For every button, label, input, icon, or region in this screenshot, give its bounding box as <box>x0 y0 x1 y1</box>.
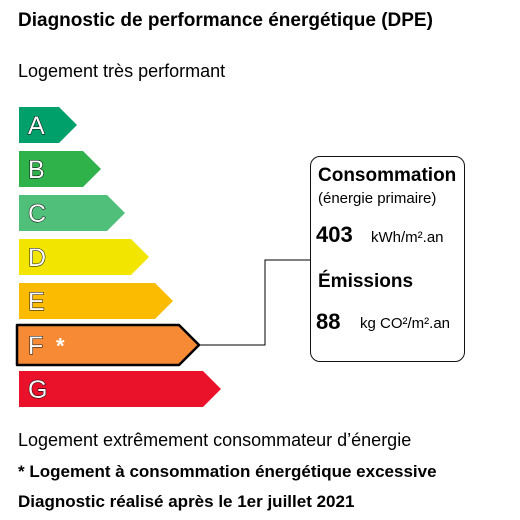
consumption-value: 403 <box>316 222 353 247</box>
emissions-title: Émissions <box>318 271 414 292</box>
energy-class-letter: G <box>28 376 47 404</box>
consumption-subtitle: (énergie primaire) <box>318 190 437 207</box>
energy-class-arrow <box>19 371 221 407</box>
top-scale-label: Logement très performant <box>18 61 226 81</box>
energy-class-letter: B <box>28 156 45 184</box>
diagnostic-date: Diagnostic réalisé après le 1er juillet … <box>18 492 355 511</box>
energy-class-letter: E <box>28 288 45 316</box>
energy-class-b: B <box>19 151 101 187</box>
energy-class-arrow <box>19 195 125 231</box>
energy-class-a: A <box>19 107 77 143</box>
consumption-unit: kWh/m².an <box>371 229 444 246</box>
energy-class-arrow <box>15 323 201 367</box>
bottom-scale-label: Logement extrêmement consommateur d’éner… <box>18 430 412 450</box>
page-title: Diagnostic de performance énergétique (D… <box>18 10 433 31</box>
energy-class-g: G <box>19 371 221 407</box>
energy-class-arrow <box>19 239 149 275</box>
energy-class-letter: F <box>28 332 43 360</box>
energy-class-arrow <box>19 151 101 187</box>
emissions-value: 88 <box>316 309 341 334</box>
energy-class-letter: A <box>28 112 45 140</box>
energy-class-d: D <box>19 239 149 275</box>
excessive-consumption-marker: * <box>56 334 65 359</box>
connector-line <box>198 259 310 346</box>
energy-class-c: C <box>19 195 125 231</box>
energy-class-f: F * <box>15 323 201 367</box>
consumption-title: Consommation <box>318 165 457 186</box>
consumption-info-box: Consommation (énergie primaire) 403 kWh/… <box>310 156 465 362</box>
energy-class-arrow <box>19 283 173 319</box>
energy-class-letter: D <box>28 244 46 272</box>
energy-class-letter: C <box>28 200 46 228</box>
energy-class-e: E <box>19 283 173 319</box>
energy-class-arrow <box>19 107 77 143</box>
footnote: * Logement à consommation énergétique ex… <box>18 462 437 481</box>
emissions-unit: kg CO²/m².an <box>360 315 451 332</box>
